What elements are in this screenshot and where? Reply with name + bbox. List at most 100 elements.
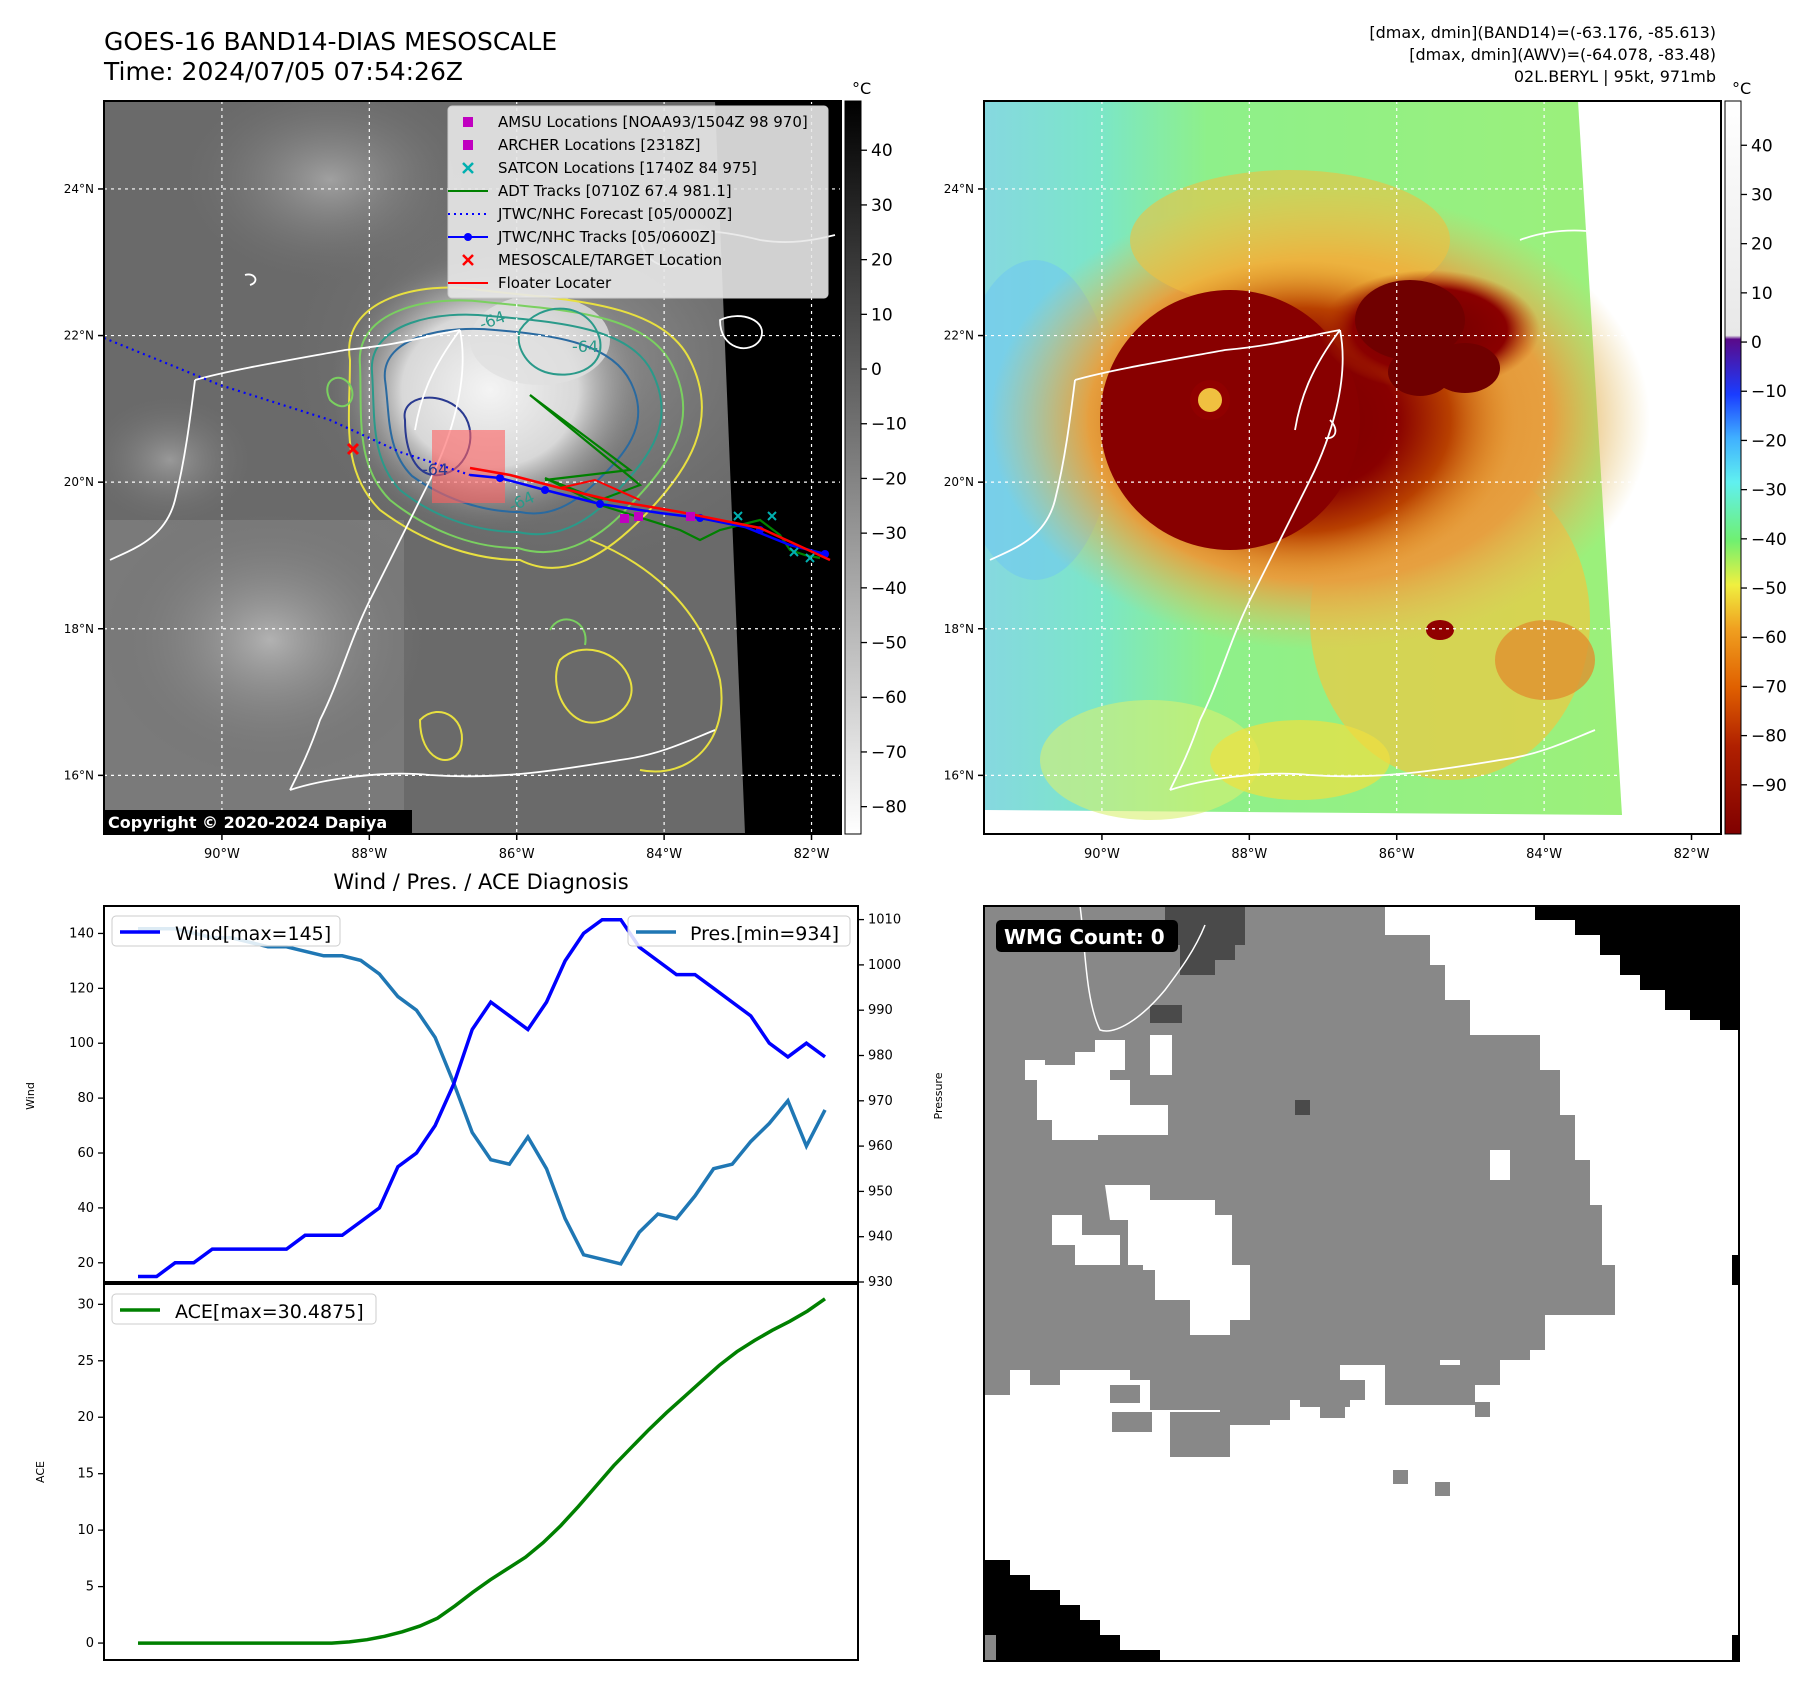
diagnosis-title: Wind / Pres. / ACE Diagnosis xyxy=(333,870,628,894)
awv-lat-tick-label: 18°N xyxy=(944,622,974,636)
legend-marker xyxy=(463,140,473,150)
ir-colorbar-tick-label: −50 xyxy=(871,634,907,654)
ir-lat-tick-label: 16°N xyxy=(64,768,94,782)
ir-colorbar-tick-label: −10 xyxy=(871,415,907,435)
legend-item-label: JTWC/NHC Tracks [05/0600Z] xyxy=(497,228,716,246)
ace-tick-label: 5 xyxy=(86,1580,94,1595)
awv-colorbar-tick-label: −10 xyxy=(1751,382,1787,402)
legend-item-label: AMSU Locations [NOAA93/1504Z 98 970] xyxy=(498,113,808,131)
legend-item-label: SATCON Locations [1740Z 84 975] xyxy=(498,159,757,177)
pressure-tick-label: 1010 xyxy=(868,913,901,928)
contour-label-4: -64 xyxy=(572,337,598,356)
wind-axis-label: Wind xyxy=(24,1082,37,1110)
pressure-tick-label: 960 xyxy=(868,1139,893,1154)
pressure-axis-label: Pressure xyxy=(932,1072,945,1119)
figure-title-line1: GOES-16 BAND14-DIAS MESOSCALE xyxy=(104,27,557,56)
copyright-bg xyxy=(104,810,412,834)
ir-colorbar-tick-label: 30 xyxy=(871,196,893,216)
legend-item-label: JTWC/NHC Forecast [05/0000Z] xyxy=(497,205,732,223)
legend-marker xyxy=(463,117,473,127)
pressure-tick-label: 1000 xyxy=(868,958,901,973)
ir-colorbar-tick-label: −40 xyxy=(871,579,907,599)
ir-colorbar-tick-label: 20 xyxy=(871,251,893,271)
awv-colorbar-tick-label: 10 xyxy=(1751,284,1773,304)
ir-colorbar-tick-label: 10 xyxy=(871,305,893,325)
ace-tick-label: 25 xyxy=(77,1354,94,1369)
wind-legend-label: Wind[max=145] xyxy=(175,923,331,945)
awv-lon-tick-label: 88°W xyxy=(1231,847,1267,862)
ir-colorbar-tick-label: −30 xyxy=(871,524,907,544)
amsu-markers xyxy=(620,512,695,523)
wind-tick-label: 140 xyxy=(69,926,94,941)
pressure-tick-label: 970 xyxy=(868,1094,893,1109)
pressure-tick-label: 980 xyxy=(868,1048,893,1063)
target-marker xyxy=(346,442,360,456)
legend-marker xyxy=(462,254,474,266)
wind-legend: Wind[max=145] xyxy=(111,915,341,947)
legend-marker xyxy=(462,162,474,174)
figure-title-line2: Time: 2024/07/05 07:54:26Z xyxy=(103,57,463,86)
awv-lat-tick-label: 16°N xyxy=(944,768,974,782)
ace-legend-label: ACE[max=30.4875] xyxy=(175,1301,364,1323)
satcon-markers xyxy=(733,511,815,563)
stats-line2: [dmax, dmin](AWV)=(-64.078, -83.48) xyxy=(1409,45,1716,64)
awv-colorbar-tick-label: −90 xyxy=(1751,776,1787,796)
awv-map-gridlines xyxy=(984,101,1721,834)
ir-colorbar-tick-label: −20 xyxy=(871,469,907,489)
ir-lon-tick-label: 90°W xyxy=(204,847,240,862)
legend-item-label: MESOSCALE/TARGET Location xyxy=(498,251,722,269)
awv-colorbar-tick-label: −40 xyxy=(1751,530,1787,550)
ir-map-panel: -64 -64 -64 -64 AMSU Locations [NOAA93/1… xyxy=(64,100,842,862)
awv-colorbar-unit: °C xyxy=(1732,79,1751,98)
ir-map-frame xyxy=(103,100,842,835)
wind-pressure-frame xyxy=(103,905,859,1283)
ace-axis-label: ACE xyxy=(34,1461,47,1483)
awv-colorbar-tick-label: −70 xyxy=(1751,677,1787,697)
awv-colorbar-tick-label: 30 xyxy=(1751,185,1773,205)
wmg-frame xyxy=(983,905,1740,1662)
ace-tick-label: 20 xyxy=(77,1410,94,1425)
awv-map-panel: 90°W 88°W 86°W 84°W 82°W 24°N 22°N 20°N 18°N 16°N xyxy=(944,100,1722,862)
ace-tick-label: 30 xyxy=(77,1297,94,1312)
ace-frame xyxy=(103,1283,859,1661)
ir-lat-tick-label: 18°N xyxy=(64,622,94,636)
ir-lat-tick-label: 22°N xyxy=(64,329,94,343)
awv-colorbar-tick-label: −80 xyxy=(1751,727,1787,747)
awv-colorbar-tick-label: 20 xyxy=(1751,235,1773,255)
pressure-tick-label: 950 xyxy=(868,1184,893,1199)
wmg-panel: WMG Count: 0 xyxy=(983,905,1740,1662)
pressure-tick-label: 990 xyxy=(868,1003,893,1018)
pressure-tick-label: 930 xyxy=(868,1275,893,1290)
copyright-text: Copyright © 2020-2024 Dapiya xyxy=(108,813,387,832)
awv-lat-tick-label: 20°N xyxy=(944,475,974,489)
ir-colorbar-tick-label: 0 xyxy=(871,360,882,380)
wind-tick-label: 40 xyxy=(77,1201,94,1216)
wind-series-line xyxy=(138,917,827,1279)
ir-lon-tick-label: 84°W xyxy=(646,847,682,862)
awv-lon-tick-label: 86°W xyxy=(1379,847,1415,862)
ace-tick-label: 15 xyxy=(77,1467,94,1482)
pressure-legend-label: Pres.[min=934] xyxy=(690,923,839,945)
floater-track xyxy=(469,466,831,562)
ace-series-line xyxy=(138,1297,827,1645)
awv-colorbar-tick-label: −60 xyxy=(1751,628,1787,648)
awv-colorbar-tick-label: −20 xyxy=(1751,431,1787,451)
awv-lon-tick-label: 90°W xyxy=(1084,847,1120,862)
ir-lon-tick-label: 82°W xyxy=(794,847,830,862)
ace-tick-label: 0 xyxy=(86,1636,94,1651)
ir-lat-tick-label: 24°N xyxy=(64,182,94,196)
map-legend: AMSU Locations [NOAA93/1504Z 98 970] ARCH… xyxy=(447,105,829,299)
target-box xyxy=(432,430,505,503)
contour-label-2: -64 xyxy=(422,460,448,479)
ace-tick-label: 10 xyxy=(77,1523,94,1538)
awv-colorbar-tick-label: 0 xyxy=(1751,333,1762,353)
wind-tick-label: 20 xyxy=(77,1256,94,1271)
wmg-imagery xyxy=(984,906,1739,1661)
ir-colorbar-tick-label: −80 xyxy=(871,798,907,818)
legend-item-label: ADT Tracks [0710Z 67.4 981.1] xyxy=(498,182,732,200)
awv-colorbar-tick-label: 40 xyxy=(1751,136,1773,156)
awv-lat-tick-label: 24°N xyxy=(944,182,974,196)
wind-tick-label: 60 xyxy=(77,1146,94,1161)
ir-lon-tick-label: 88°W xyxy=(351,847,387,862)
